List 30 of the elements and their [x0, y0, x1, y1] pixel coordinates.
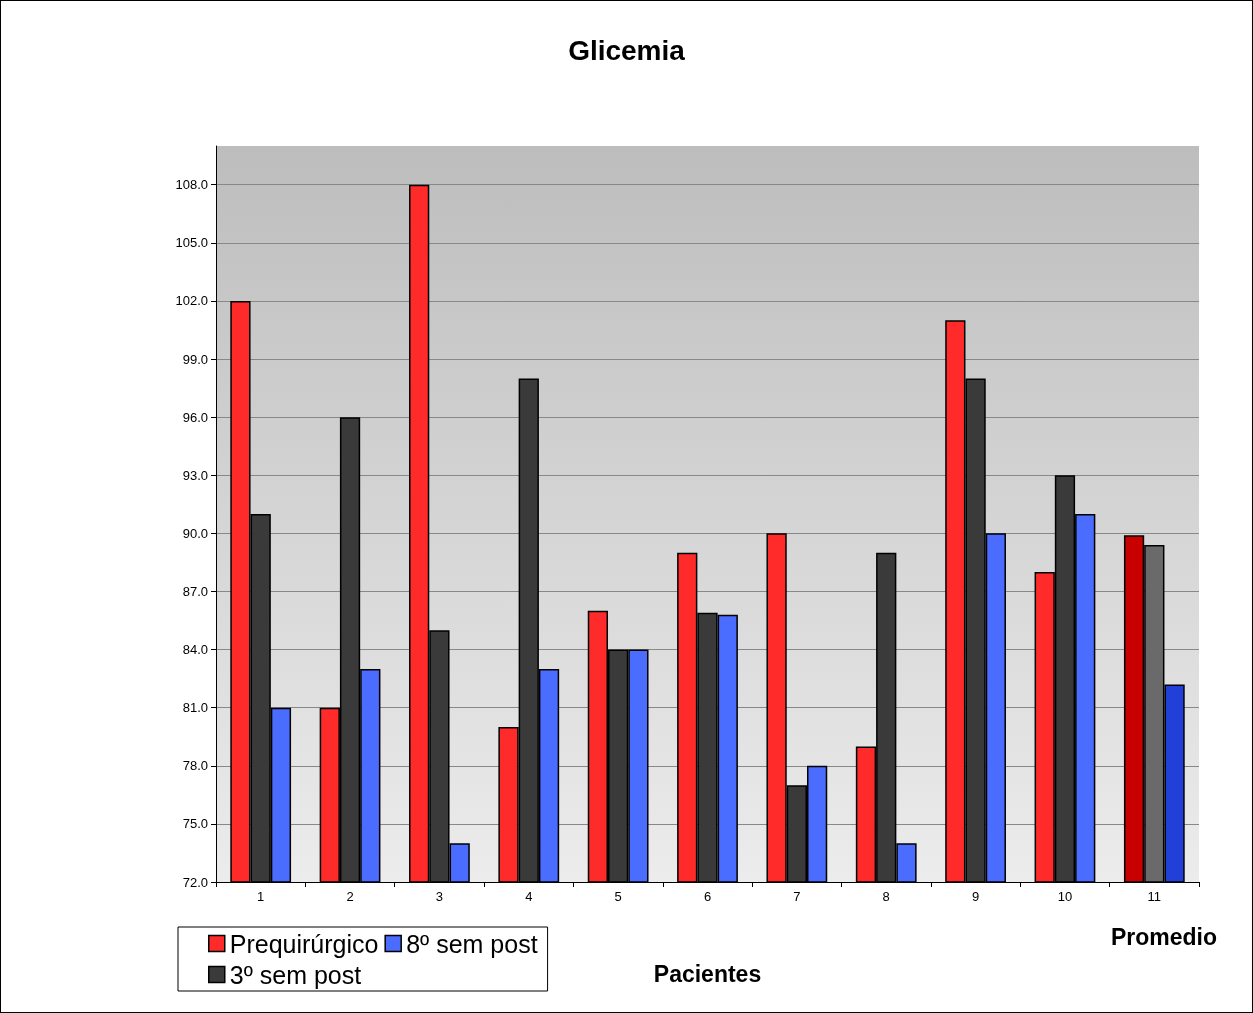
y-tick-label: 87.0: [182, 583, 208, 599]
x-tick-label: 9: [971, 889, 980, 904]
y-tick-label: 99.0: [182, 351, 208, 367]
y-tick-label: 108.0: [175, 177, 208, 193]
y-tick-label: 105.0: [175, 235, 208, 251]
x-tick-label: 8: [882, 889, 890, 904]
text: Promedio: [1110, 923, 1218, 950]
y-tick-label: 93.0: [182, 467, 208, 483]
y-tick-label: 84.0: [182, 642, 208, 658]
y-tick-label: 78.0: [182, 758, 208, 774]
x-tick-label: 5: [614, 889, 622, 904]
x-tick-label: 2: [346, 889, 354, 904]
legend-label: Prequirúrgico: [229, 929, 379, 958]
y-tick-label: 102.0: [175, 293, 208, 309]
legend-label: 3º sem post: [229, 960, 362, 989]
x-tick-label: 4: [525, 889, 533, 904]
y-tick-label: 75.0: [182, 816, 208, 832]
y-tick-label: 96.0: [182, 409, 208, 425]
y-tick-label: 81.0: [182, 700, 208, 716]
x-tick-label: 1: [257, 889, 265, 904]
x-tick-label: 3: [435, 889, 444, 904]
x-axis-title: Pacientes: [653, 960, 762, 987]
x-tick-label: 10: [1057, 889, 1073, 904]
x-tick-label: 11: [1147, 889, 1162, 904]
x-tick-label: 7: [793, 889, 801, 904]
legend-label: 8º sem post: [406, 929, 538, 958]
y-tick-label: 90.0: [182, 525, 208, 541]
x-tick-label: 6: [703, 889, 712, 904]
y-tick-label: 72.0: [182, 874, 208, 890]
chart-title: Glicemia: [568, 34, 686, 66]
